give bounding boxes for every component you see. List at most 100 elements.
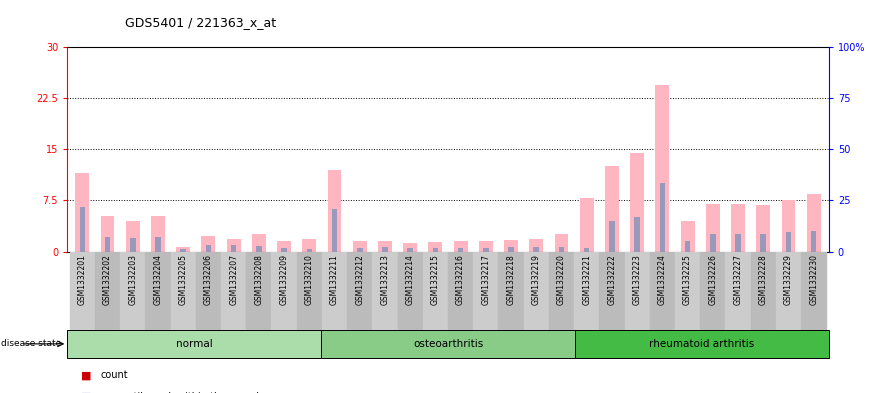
Text: GSM1332210: GSM1332210 — [305, 254, 314, 305]
Text: GSM1332225: GSM1332225 — [683, 254, 692, 305]
Bar — [605, 166, 619, 252]
Text: GSM1332215: GSM1332215 — [431, 254, 440, 305]
Text: disease state: disease state — [1, 340, 61, 348]
Bar — [383, 248, 388, 252]
Text: GSM1332211: GSM1332211 — [330, 254, 339, 305]
Bar — [328, 170, 341, 252]
Bar — [70, 252, 95, 330]
Bar — [706, 204, 719, 252]
Bar — [423, 252, 448, 330]
Text: osteoarthritis: osteoarthritis — [413, 339, 483, 349]
Bar — [776, 252, 801, 330]
Text: GSM1332220: GSM1332220 — [557, 254, 566, 305]
Bar — [508, 248, 513, 252]
Bar — [271, 252, 297, 330]
Text: GSM1332213: GSM1332213 — [381, 254, 390, 305]
Bar — [473, 252, 498, 330]
Text: GSM1332208: GSM1332208 — [254, 254, 263, 305]
Bar — [448, 252, 473, 330]
Bar — [685, 241, 690, 252]
Text: GSM1332228: GSM1332228 — [759, 254, 768, 305]
Bar — [575, 330, 829, 358]
Bar — [256, 246, 262, 252]
Bar — [155, 237, 160, 252]
Bar — [650, 252, 675, 330]
Bar — [453, 241, 468, 252]
Bar — [297, 252, 322, 330]
Bar — [105, 237, 110, 252]
Text: GSM1332206: GSM1332206 — [204, 254, 213, 305]
Text: GDS5401 / 221363_x_at: GDS5401 / 221363_x_at — [125, 16, 277, 29]
Text: GSM1332204: GSM1332204 — [153, 254, 162, 305]
Bar — [206, 245, 211, 252]
Bar — [353, 241, 366, 252]
Text: percentile rank within the sample: percentile rank within the sample — [100, 392, 265, 393]
Text: GSM1332216: GSM1332216 — [456, 254, 465, 305]
Bar — [634, 217, 640, 252]
Text: GSM1332219: GSM1332219 — [531, 254, 541, 305]
Bar — [246, 252, 271, 330]
Text: GSM1332226: GSM1332226 — [709, 254, 718, 305]
Bar — [357, 248, 363, 252]
Bar — [559, 247, 564, 252]
Bar — [580, 198, 594, 252]
Bar — [555, 234, 568, 252]
Text: ■: ■ — [81, 392, 91, 393]
Bar — [202, 236, 215, 252]
Bar — [659, 184, 665, 252]
Text: rheumatoid arthritis: rheumatoid arthritis — [650, 339, 754, 349]
Bar — [177, 248, 190, 252]
Text: ■: ■ — [81, 370, 91, 380]
Text: GSM1332218: GSM1332218 — [506, 254, 515, 305]
Bar — [151, 216, 165, 252]
Bar — [281, 248, 287, 252]
Bar — [408, 248, 413, 252]
Text: GSM1332222: GSM1332222 — [607, 254, 616, 305]
Text: GSM1332221: GSM1332221 — [582, 254, 591, 305]
Bar — [751, 252, 776, 330]
Bar — [533, 248, 539, 252]
Bar — [710, 235, 716, 252]
Bar — [321, 330, 575, 358]
Text: GSM1332203: GSM1332203 — [128, 254, 137, 305]
Bar — [675, 252, 700, 330]
Bar — [756, 205, 771, 252]
Bar — [227, 239, 241, 252]
Text: GSM1332202: GSM1332202 — [103, 254, 112, 305]
Text: GSM1332207: GSM1332207 — [229, 254, 238, 305]
Bar — [306, 249, 312, 252]
Bar — [378, 241, 392, 252]
Bar — [145, 252, 170, 330]
Bar — [180, 250, 186, 252]
Bar — [302, 239, 316, 252]
Bar — [252, 235, 266, 252]
Bar — [231, 245, 237, 252]
Bar — [458, 248, 463, 252]
Bar — [801, 252, 826, 330]
Text: GSM1332224: GSM1332224 — [658, 254, 667, 305]
Bar — [681, 221, 694, 252]
Text: GSM1332227: GSM1332227 — [734, 254, 743, 305]
Text: GSM1332223: GSM1332223 — [633, 254, 642, 305]
Text: GSM1332205: GSM1332205 — [178, 254, 187, 305]
Bar — [806, 194, 821, 252]
Bar — [196, 252, 221, 330]
Bar — [761, 235, 766, 252]
Bar — [726, 252, 751, 330]
Bar — [549, 252, 574, 330]
Bar — [433, 248, 438, 252]
Bar — [120, 252, 145, 330]
Bar — [584, 248, 590, 252]
Bar — [786, 232, 791, 252]
Bar — [125, 221, 140, 252]
Bar — [428, 242, 443, 252]
Bar — [781, 200, 796, 252]
Bar — [95, 252, 120, 330]
Bar — [731, 204, 745, 252]
Bar — [75, 173, 90, 252]
Bar — [530, 239, 543, 252]
Bar — [100, 216, 115, 252]
Bar — [277, 241, 291, 252]
Bar — [599, 252, 625, 330]
Text: GSM1332201: GSM1332201 — [78, 254, 87, 305]
